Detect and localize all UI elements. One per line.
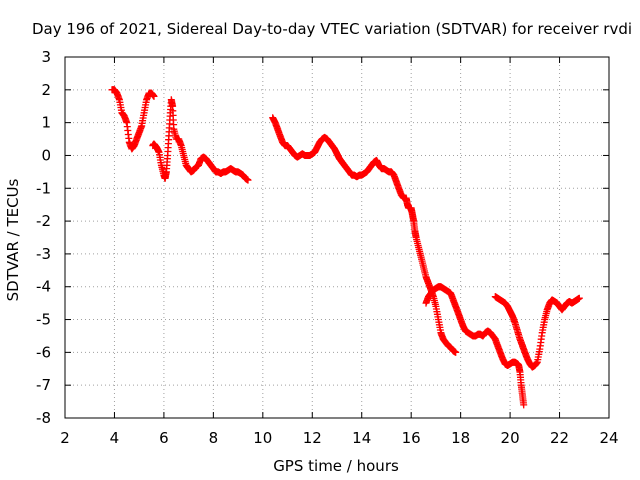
y-tick-label: 3 (41, 48, 51, 66)
y-tick-label: -8 (36, 409, 51, 427)
plot-frame (64, 56, 610, 419)
y-tick-label: -4 (36, 278, 51, 296)
x-tick-label: 2 (60, 429, 70, 447)
x-tick-label: 10 (253, 429, 272, 447)
x-tick-label: 16 (402, 429, 421, 447)
x-tick-label: 12 (303, 429, 322, 447)
segment-4 (422, 283, 528, 409)
segment-1 (108, 86, 158, 153)
data-point (150, 92, 158, 100)
x-tick-label: 4 (110, 429, 120, 447)
axis-ticks (64, 56, 610, 419)
segment-2 (149, 96, 252, 184)
chart-title: Day 196 of 2021, Sidereal Day-to-day VTE… (32, 20, 632, 38)
grid-lines (65, 57, 609, 418)
segment-5 (491, 293, 583, 371)
x-tick-label: 8 (209, 429, 219, 447)
data-points (108, 86, 583, 409)
y-axis-label: SDTVAR / TECUs (4, 178, 22, 301)
y-tick-label: -6 (36, 343, 51, 361)
y-tick-label: 1 (41, 114, 51, 132)
y-tick-label: -7 (36, 376, 51, 394)
x-tick-label: 24 (599, 429, 618, 447)
y-tick-label: 0 (41, 146, 51, 164)
y-tick-label: 2 (41, 81, 51, 99)
x-tick-label: 14 (352, 429, 371, 447)
y-tick-labels: 3 2 1 0 -1 -2 -3 -4 -5 -6 -7 -8 (36, 48, 51, 427)
y-tick-label: -5 (36, 311, 51, 329)
x-tick-label: 6 (159, 429, 169, 447)
y-tick-label: -1 (36, 179, 51, 197)
data-point (575, 294, 583, 302)
y-tick-label: -2 (36, 212, 51, 230)
x-tick-label: 18 (451, 429, 470, 447)
x-tick-label: 20 (501, 429, 520, 447)
x-axis-label: GPS time / hours (273, 457, 399, 475)
segment-3 (269, 114, 460, 356)
x-tick-label: 22 (550, 429, 569, 447)
data-point (244, 176, 252, 184)
y-tick-label: -3 (36, 245, 51, 263)
x-tick-labels: 2 4 6 8 10 12 14 16 18 20 22 24 (60, 429, 618, 447)
data-point (520, 401, 528, 409)
data-point (452, 348, 460, 356)
